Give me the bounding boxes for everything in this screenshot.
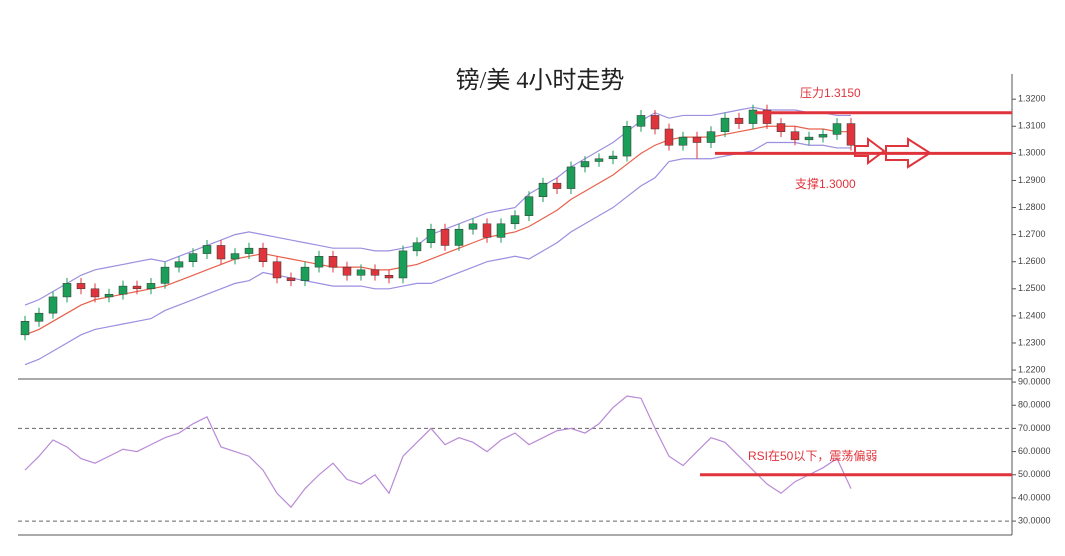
candle-body [384, 275, 394, 279]
candle-body [370, 269, 380, 276]
candle-body [804, 136, 814, 141]
candle-body [356, 269, 366, 276]
candle-body [692, 136, 702, 143]
candle-body [146, 283, 156, 290]
candle-body [636, 115, 646, 127]
candle-body [734, 117, 744, 124]
candle-body [748, 109, 758, 124]
candle-body [580, 161, 590, 168]
candle-body [440, 228, 450, 246]
series-line [24, 106, 851, 306]
y-tick-label: 1.2200 [1018, 364, 1046, 374]
candle-body [846, 123, 856, 146]
candle-body [622, 126, 632, 157]
candle-body [720, 117, 730, 132]
y-tick-label: 60.0000 [1018, 446, 1051, 456]
y-tick-label: 70.0000 [1018, 423, 1051, 433]
candle-body [510, 215, 520, 225]
candle-body [706, 131, 716, 143]
y-tick-label: 1.3100 [1018, 121, 1046, 131]
candle-body [76, 283, 86, 290]
candle-body [790, 131, 800, 141]
candle-body [496, 223, 506, 238]
candle-body [608, 155, 618, 160]
candle-body [832, 123, 842, 135]
candle-body [412, 242, 422, 252]
candle-body [20, 321, 30, 336]
candle-body [552, 182, 562, 189]
arrow [854, 137, 886, 165]
y-tick-label: 1.2400 [1018, 310, 1046, 320]
candle-body [160, 266, 170, 284]
y-tick-label: 1.3000 [1018, 148, 1046, 158]
y-tick-label: 40.0000 [1018, 492, 1051, 502]
candle-body [104, 293, 114, 298]
candle-body [650, 115, 660, 130]
candle-body [202, 245, 212, 254]
candle-body [328, 256, 338, 268]
y-tick-label: 80.0000 [1018, 400, 1051, 410]
candle-body [118, 285, 128, 295]
candle-body [314, 256, 324, 268]
candle-body [678, 136, 688, 146]
candle-body [566, 166, 576, 189]
candle-body [188, 253, 198, 262]
chart-title: 镑/美 4小时走势 [456, 67, 625, 94]
y-tick-label: 1.2600 [1018, 256, 1046, 266]
candle-body [762, 109, 772, 124]
candle-body [300, 266, 310, 281]
candle-body [398, 250, 408, 279]
series-line [24, 395, 852, 509]
candle-body [34, 312, 44, 322]
candle-body [230, 253, 240, 260]
y-tick-label: 1.3200 [1018, 94, 1046, 104]
candle-body [62, 283, 72, 298]
y-tick-label: 30.0000 [1018, 515, 1051, 525]
series-line [24, 141, 851, 366]
candle-body [216, 245, 226, 260]
y-tick-label: 1.2500 [1018, 283, 1046, 293]
y-tick-label: 1.2700 [1018, 229, 1046, 239]
y-tick-label: 50.0000 [1018, 469, 1051, 479]
y-tick-label: 1.2800 [1018, 202, 1046, 212]
candle-body [818, 134, 828, 138]
candle-body [48, 296, 58, 314]
candle-body [90, 288, 100, 298]
candle-body [524, 196, 534, 216]
level-label: 压力1.3150 [800, 86, 861, 100]
candle-body [776, 123, 786, 132]
y-tick-label: 1.2300 [1018, 337, 1046, 347]
candle-body [664, 128, 674, 146]
candle-body [174, 261, 184, 268]
y-tick-label: 90.0000 [1018, 376, 1051, 386]
candle-body [482, 223, 492, 238]
candle-body [342, 266, 352, 276]
candle-body [286, 277, 296, 281]
candle-body [272, 261, 282, 279]
y-tick-label: 1.2900 [1018, 175, 1046, 185]
candle-body [468, 223, 478, 230]
candle-body [244, 247, 254, 254]
candle-body [454, 228, 464, 246]
candle-body [594, 158, 604, 162]
candle-body [426, 228, 436, 244]
level-label: RSI在50以下，震荡偏弱 [748, 448, 877, 463]
level-label: 支撑1.3000 [795, 176, 856, 191]
candle-body [132, 285, 142, 290]
candle-body [258, 247, 268, 262]
candle-body [538, 182, 548, 197]
